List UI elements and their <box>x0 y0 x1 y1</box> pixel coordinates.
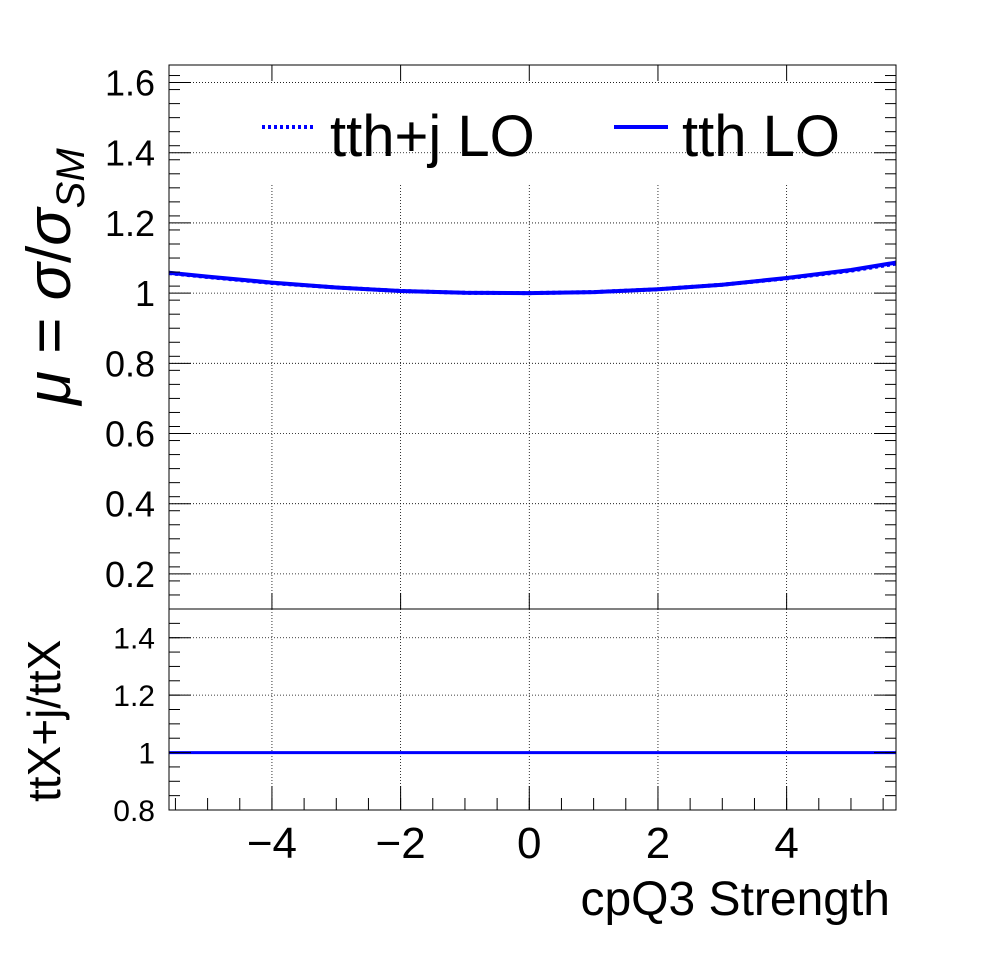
top-y-tick-label: 0.4 <box>105 484 155 525</box>
x-tick-label: 4 <box>774 819 798 868</box>
x-tick-label: 2 <box>646 819 670 868</box>
ylabel-mu: μ <box>15 371 84 407</box>
legend-label-tth: tth LO <box>682 104 840 169</box>
top-y-tick-label: 1.2 <box>105 203 155 244</box>
ylabel-sigma-sm: σ <box>15 206 84 246</box>
top-y-tick-label: 0.6 <box>105 414 155 455</box>
top-series-group <box>168 260 897 296</box>
bottom-ticks <box>169 608 896 811</box>
top-y-tick-label: 1.6 <box>105 63 155 104</box>
top-ticks <box>169 65 896 610</box>
ylabel-eq: = <box>15 300 84 371</box>
x-tick-label: 0 <box>517 819 541 868</box>
bottom-y-axis-title: ttX+j/ttX <box>18 640 70 802</box>
bottom-y-tick-label: 1 <box>138 738 155 771</box>
ylabel-sigma: σ <box>15 260 84 300</box>
x-tick-label: −4 <box>247 819 297 868</box>
ylabel-subscript: SM <box>49 148 93 209</box>
top-y-tick-labels: 0.2 0.4 0.6 0.8 1 1.2 1.4 1.6 <box>105 63 155 595</box>
top-y-axis-title: μ = σ/σSM <box>15 148 93 407</box>
x-tick-labels: −4 −2 0 2 4 <box>247 819 799 868</box>
bottom-y-tick-labels: 0.8 1 1.2 1.4 <box>113 623 155 828</box>
top-y-tick-label: 0.2 <box>105 554 155 595</box>
series-line-tth <box>168 260 897 296</box>
bottom-y-tick-label: 1.4 <box>113 623 155 656</box>
top-y-tick-label: 1 <box>135 273 155 314</box>
top-y-tick-label: 0.8 <box>105 343 155 384</box>
top-y-tick-label: 1.4 <box>105 133 155 174</box>
ylabel-slash: / <box>15 245 84 263</box>
x-axis-title: cpQ3 Strength <box>580 873 890 926</box>
x-tick-label: −2 <box>376 819 426 868</box>
legend-label-tth-j: tth+j LO <box>330 104 535 169</box>
legend: tth+j LO tth LO <box>262 104 840 169</box>
bottom-y-tick-label: 1.2 <box>113 680 155 713</box>
bottom-y-tick-label: 0.8 <box>113 795 155 828</box>
